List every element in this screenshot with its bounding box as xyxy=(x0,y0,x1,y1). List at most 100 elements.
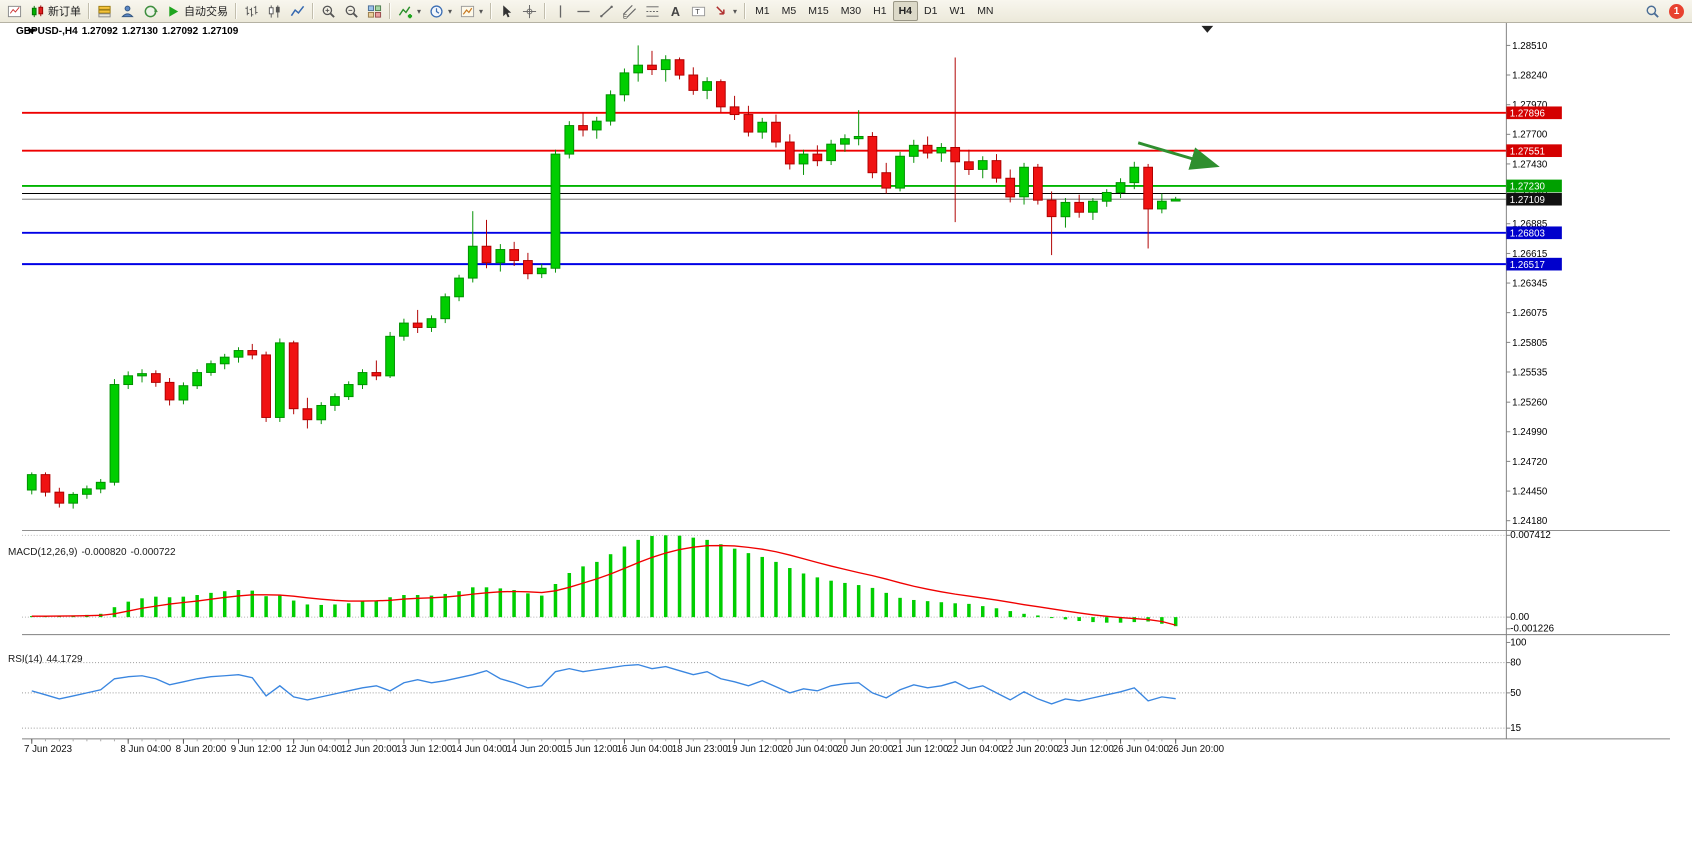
svg-text:22 Jun 04:00: 22 Jun 04:00 xyxy=(947,744,1004,755)
equidistant-channel-tool-icon: E xyxy=(622,4,637,19)
svg-text:1.27970: 1.27970 xyxy=(1512,100,1548,111)
svg-text:14 Jun 20:00: 14 Jun 20:00 xyxy=(506,744,563,755)
new-order-button[interactable]: 新订单 xyxy=(26,0,85,22)
equidistant-channel-tool-button[interactable]: E xyxy=(618,0,641,22)
timeframe-m15-button[interactable]: M15 xyxy=(808,5,829,17)
timeframe-m30-button[interactable]: M30 xyxy=(840,5,862,17)
crosshair-tool-icon xyxy=(522,4,537,19)
timeframe-w1-button[interactable]: W1 xyxy=(949,5,966,17)
svg-text:1.25535: 1.25535 xyxy=(1512,367,1547,378)
arrows-tool-button[interactable]: ▾ xyxy=(710,0,741,22)
trendline-tool-icon xyxy=(599,4,614,19)
cursor-tool-button[interactable] xyxy=(495,0,518,22)
autotrading-label: 自动交易 xyxy=(184,6,228,18)
search-button[interactable] xyxy=(1641,0,1664,22)
fibonacci-tool-button[interactable] xyxy=(641,0,664,22)
svg-text:9 Jun 12:00: 9 Jun 12:00 xyxy=(231,744,282,755)
svg-text:22 Jun 20:00: 22 Jun 20:00 xyxy=(1002,744,1059,755)
svg-text:7 Jun 2023: 7 Jun 2023 xyxy=(24,744,72,755)
svg-text:1.24990: 1.24990 xyxy=(1512,427,1548,438)
zoom-out-button[interactable] xyxy=(340,0,363,22)
autotrading-button[interactable]: 自动交易 xyxy=(162,0,232,22)
chart-window-icon xyxy=(7,4,22,19)
svg-text:1.27109: 1.27109 xyxy=(1510,195,1545,206)
vertical-line-tool-icon xyxy=(553,4,568,19)
svg-text:-0.001226: -0.001226 xyxy=(1510,624,1554,635)
rsi-line xyxy=(31,663,1176,705)
market-watch-button[interactable] xyxy=(93,0,116,22)
svg-text:16 Jun 04:00: 16 Jun 04:00 xyxy=(617,744,674,755)
timeframe-m5-button[interactable]: M5 xyxy=(781,5,797,17)
svg-text:19 Jun 12:00: 19 Jun 12:00 xyxy=(727,744,784,755)
svg-text:12 Jun 20:00: 12 Jun 20:00 xyxy=(341,744,398,755)
cursor-tool-icon xyxy=(499,4,514,19)
chart-shift-marker-icon[interactable] xyxy=(1201,25,1214,33)
svg-text:T: T xyxy=(695,7,700,16)
horizontal-line-tool-icon xyxy=(576,4,591,19)
line-chart-mode-button[interactable] xyxy=(286,0,309,22)
svg-text:1.27430: 1.27430 xyxy=(1512,159,1548,170)
svg-text:8 Jun 20:00: 8 Jun 20:00 xyxy=(176,744,227,755)
svg-text:1.26517: 1.26517 xyxy=(1510,260,1545,271)
svg-text:0.007412: 0.007412 xyxy=(1510,530,1551,541)
trend-arrow-annotation[interactable] xyxy=(1137,141,1220,170)
bar-chart-mode-icon xyxy=(244,4,259,19)
svg-text:20 Jun 20:00: 20 Jun 20:00 xyxy=(837,744,894,755)
svg-text:1.27551: 1.27551 xyxy=(1510,146,1545,157)
svg-text:E: E xyxy=(623,13,627,18)
templates-button[interactable]: ▾ xyxy=(456,0,487,22)
svg-text:13 Jun 12:00: 13 Jun 12:00 xyxy=(396,744,453,755)
svg-text:1.27896: 1.27896 xyxy=(1510,109,1545,120)
main-toolbar: 新订单 自动交易 ▾ ▾ ▾ E A T ▾ M1 M5 M15 M30 H1 H4 D1 W1 MN 1 xyxy=(0,0,1692,23)
time-axis[interactable]: 7 Jun 2023 8 Jun 04:00 8 Jun 20:00 9 Jun 12… xyxy=(24,738,1225,755)
price-scale[interactable] xyxy=(1525,23,1692,758)
bar-chart-mode-button[interactable] xyxy=(240,0,263,22)
crosshair-tool-button[interactable] xyxy=(518,0,541,22)
chart-window-button[interactable] xyxy=(3,0,26,22)
refresh-history-icon xyxy=(143,4,158,19)
timeframe-mn-button[interactable]: MN xyxy=(977,5,994,17)
svg-text:1.26345: 1.26345 xyxy=(1512,278,1547,289)
svg-text:1.26075: 1.26075 xyxy=(1512,308,1547,319)
chevron-down-icon: ▾ xyxy=(733,6,738,16)
svg-text:26 Jun 04:00: 26 Jun 04:00 xyxy=(1113,744,1170,755)
navigator-button[interactable] xyxy=(116,0,139,22)
text-tool-button[interactable]: A xyxy=(664,0,687,22)
indicators-icon xyxy=(398,4,413,19)
search-icon xyxy=(1645,4,1660,19)
tile-windows-button[interactable] xyxy=(363,0,386,22)
zoom-in-button[interactable] xyxy=(317,0,340,22)
navigator-icon xyxy=(120,4,135,19)
vertical-line-tool-button[interactable] xyxy=(549,0,572,22)
candle-chart-mode-button[interactable] xyxy=(263,0,286,22)
svg-text:12 Jun 04:00: 12 Jun 04:00 xyxy=(286,744,343,755)
svg-text:1.26615: 1.26615 xyxy=(1512,249,1547,260)
indicators-button[interactable]: ▾ xyxy=(394,0,425,22)
periods-button[interactable]: ▾ xyxy=(425,0,456,22)
svg-text:A: A xyxy=(671,5,680,19)
new-order-label: 新订单 xyxy=(48,6,81,18)
toolbar-separator xyxy=(544,3,547,19)
toolbar-separator xyxy=(312,3,314,19)
svg-text:14 Jun 04:00: 14 Jun 04:00 xyxy=(451,744,508,755)
candlesticks[interactable] xyxy=(26,45,1181,509)
chart-canvas[interactable]: 1.28510 1.28240 1.27970 1.27700 1.27430 1.271… xyxy=(0,23,1692,845)
svg-text:1.26885: 1.26885 xyxy=(1512,219,1547,230)
timeframe-d1-button[interactable]: D1 xyxy=(924,5,938,17)
time-scale[interactable] xyxy=(0,758,1692,784)
autotrading-icon xyxy=(166,4,181,19)
trendline-tool-button[interactable] xyxy=(595,0,618,22)
svg-text:1.28240: 1.28240 xyxy=(1512,70,1548,81)
price-badge: 1.27109 xyxy=(1506,192,1562,206)
refresh-history-button[interactable] xyxy=(139,0,162,22)
timeframe-h1-button[interactable]: H1 xyxy=(873,5,887,17)
notification-badge[interactable]: 1 xyxy=(1669,3,1684,19)
timeframe-m1-button[interactable]: M1 xyxy=(755,5,770,17)
timeframe-h4-button[interactable]: H4 xyxy=(892,1,918,21)
chart-menu-arrow-icon[interactable] xyxy=(27,28,37,34)
svg-text:26 Jun 20:00: 26 Jun 20:00 xyxy=(1168,744,1225,755)
svg-text:1.24720: 1.24720 xyxy=(1512,457,1548,468)
svg-text:1.24180: 1.24180 xyxy=(1512,516,1548,527)
horizontal-line-tool-button[interactable] xyxy=(572,0,595,22)
text-label-tool-button[interactable]: T xyxy=(687,0,710,22)
